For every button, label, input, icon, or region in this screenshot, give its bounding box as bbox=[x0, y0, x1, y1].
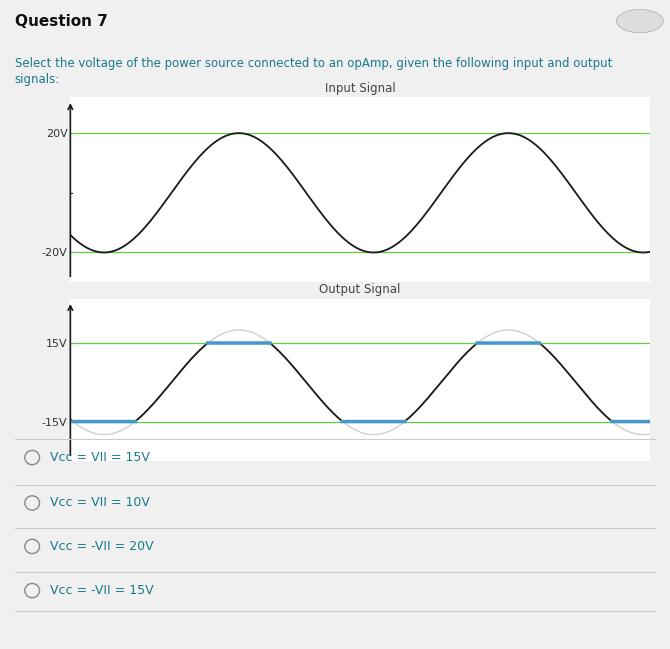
Text: Vcc = -VII = 20V: Vcc = -VII = 20V bbox=[50, 540, 154, 553]
Ellipse shape bbox=[616, 10, 663, 32]
Text: Select the voltage of the power source connected to an opAmp, given the followin: Select the voltage of the power source c… bbox=[15, 57, 612, 70]
Title: Input Signal: Input Signal bbox=[325, 82, 395, 95]
Text: Vcc = VII = 10V: Vcc = VII = 10V bbox=[50, 496, 150, 509]
Text: Vcc = -VII = 15V: Vcc = -VII = 15V bbox=[50, 584, 154, 597]
Text: Vcc = VII = 15V: Vcc = VII = 15V bbox=[50, 451, 150, 464]
Text: signals:: signals: bbox=[15, 73, 60, 86]
Title: Output Signal: Output Signal bbox=[320, 283, 401, 296]
Text: Question 7: Question 7 bbox=[15, 14, 108, 29]
